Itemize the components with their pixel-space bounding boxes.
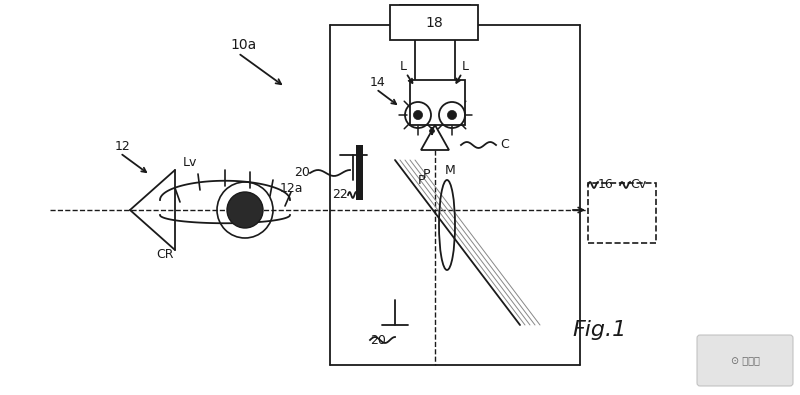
Text: Cv: Cv [630, 179, 646, 192]
Text: Lv: Lv [183, 156, 197, 169]
Text: C: C [500, 139, 509, 152]
Circle shape [414, 111, 422, 120]
Circle shape [227, 192, 263, 228]
Text: 16: 16 [598, 179, 614, 192]
Text: 12a: 12a [280, 181, 303, 194]
Circle shape [447, 111, 457, 120]
Text: 10a: 10a [230, 38, 256, 52]
Text: M: M [445, 164, 456, 177]
Text: P: P [422, 169, 430, 181]
FancyBboxPatch shape [356, 145, 363, 200]
Text: 20: 20 [370, 333, 386, 346]
Text: 14: 14 [370, 77, 386, 90]
FancyBboxPatch shape [588, 183, 656, 243]
Text: 12: 12 [115, 141, 130, 154]
Text: P: P [418, 173, 425, 186]
Text: 18: 18 [425, 16, 443, 30]
Text: 22: 22 [332, 188, 348, 201]
FancyBboxPatch shape [390, 5, 478, 40]
FancyBboxPatch shape [410, 80, 465, 125]
Text: CR: CR [156, 248, 174, 261]
Text: L: L [399, 60, 406, 73]
Text: L: L [462, 60, 469, 73]
Text: ⊙ 青亭网: ⊙ 青亭网 [730, 355, 759, 365]
Text: Fig.1: Fig.1 [573, 320, 627, 340]
FancyBboxPatch shape [697, 335, 793, 386]
Text: 20: 20 [294, 167, 310, 179]
